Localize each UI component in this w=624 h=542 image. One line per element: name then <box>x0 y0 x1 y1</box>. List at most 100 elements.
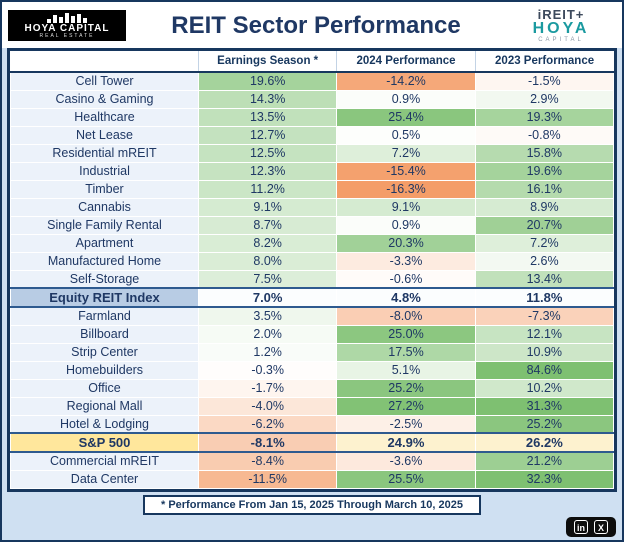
value-cell: 25.2% <box>474 414 615 434</box>
sector-cell: Industrial <box>10 161 199 181</box>
value-cell: 10.9% <box>474 342 615 362</box>
table-row: Strip Center 1.2% 17.5% 10.9% <box>10 342 615 362</box>
hoya-capital-logo-text: HOYA CAPITAL <box>24 22 110 34</box>
value-cell: 12.7% <box>197 125 338 145</box>
sector-cell: Cell Tower <box>10 71 199 91</box>
sector-cell: Commercial mREIT <box>10 451 199 471</box>
value-cell: 8.7% <box>197 215 338 235</box>
value-cell: 32.3% <box>474 469 615 489</box>
ireit-hoya-logo: iREIT+ HOYA CAPITAL <box>506 8 616 43</box>
table-row: Industrial 12.3% -15.4% 19.6% <box>10 161 615 181</box>
page-title: REIT Sector Performance <box>171 11 461 39</box>
table-row: Farmland 3.5% -8.0% -7.3% <box>10 306 615 326</box>
value-cell: 20.7% <box>474 215 615 235</box>
value-cell: -15.4% <box>336 161 476 181</box>
value-cell: 19.6% <box>474 161 615 181</box>
ireit-logo-text: iREIT+ <box>537 7 585 22</box>
header: HOYA CAPITAL REAL ESTATE REIT Sector Per… <box>2 2 622 48</box>
value-cell: 27.2% <box>336 396 476 416</box>
value-cell: 12.3% <box>197 161 338 181</box>
value-cell: 8.2% <box>197 233 338 253</box>
sector-cell: Net Lease <box>10 125 199 145</box>
performance-2024-column-header: 2024 Performance <box>336 51 476 73</box>
x-twitter-icon[interactable]: X <box>594 520 608 534</box>
value-cell: 19.3% <box>474 107 615 127</box>
value-cell: -6.2% <box>197 414 338 434</box>
value-cell: 0.9% <box>336 215 476 235</box>
value-cell: 20.3% <box>336 233 476 253</box>
value-cell: 7.2% <box>336 143 476 163</box>
value-cell: 9.1% <box>197 197 338 217</box>
value-cell: 7.2% <box>474 233 615 253</box>
table-row: Timber 11.2% -16.3% 16.1% <box>10 179 615 199</box>
value-cell: -7.3% <box>474 306 615 326</box>
hoya-capital-logo: HOYA CAPITAL REAL ESTATE <box>8 9 126 42</box>
value-cell: 2.0% <box>197 324 338 344</box>
table-row: Data Center -11.5% 25.5% 32.3% <box>10 469 615 489</box>
value-cell: 15.8% <box>474 143 615 163</box>
hoya-capital-logo-subtext: REAL ESTATE <box>39 33 95 40</box>
sector-cell: S&P 500 <box>10 432 199 453</box>
value-cell: 5.1% <box>336 360 476 380</box>
value-cell: 12.1% <box>474 324 615 344</box>
table-row: Office -1.7% 25.2% 10.2% <box>10 378 615 398</box>
value-cell: 24.9% <box>336 432 476 453</box>
value-cell: 13.5% <box>197 107 338 127</box>
value-cell: -14.2% <box>336 71 476 91</box>
value-cell: 11.2% <box>197 179 338 199</box>
value-cell: -4.0% <box>197 396 338 416</box>
value-cell: 9.1% <box>336 197 476 217</box>
value-cell: -0.8% <box>474 125 615 145</box>
value-cell: 14.3% <box>197 89 338 109</box>
value-cell: -2.5% <box>336 414 476 434</box>
value-cell: 7.5% <box>197 269 338 289</box>
table-row: Commercial mREIT -8.4% -3.6% 21.2% <box>10 451 615 471</box>
sector-cell: Cannabis <box>10 197 199 217</box>
value-cell: 21.2% <box>474 451 615 471</box>
value-cell: -8.1% <box>197 432 338 453</box>
value-cell: 8.9% <box>474 197 615 217</box>
table-row: Billboard 2.0% 25.0% 12.1% <box>10 324 615 344</box>
value-cell: 4.8% <box>336 287 476 308</box>
skyline-icon <box>10 12 124 23</box>
sector-cell: Self-Storage <box>10 269 199 289</box>
performance-table-frame: Earnings Season * 2024 Performance 2023 … <box>7 48 617 492</box>
sector-cell: Farmland <box>10 306 199 326</box>
linkedin-icon[interactable]: in <box>574 520 588 534</box>
capital-logo-text: CAPITAL <box>538 37 584 43</box>
sector-cell: Casino & Gaming <box>10 89 199 109</box>
table-row: Regional Mall -4.0% 27.2% 31.3% <box>10 396 615 416</box>
sector-cell: Residential mREIT <box>10 143 199 163</box>
value-cell: -8.0% <box>336 306 476 326</box>
performance-table: Earnings Season * 2024 Performance 2023 … <box>10 51 615 489</box>
value-cell: 84.6% <box>474 360 615 380</box>
footnote: * Performance From Jan 15, 2025 Through … <box>142 494 481 515</box>
value-cell: 13.4% <box>474 269 615 289</box>
table-row: Single Family Rental 8.7% 0.9% 20.7% <box>10 215 615 235</box>
value-cell: 11.8% <box>474 287 615 308</box>
column-header-row: Earnings Season * 2024 Performance 2023 … <box>10 51 614 73</box>
table-row: Casino & Gaming 14.3% 0.9% 2.9% <box>10 89 615 109</box>
value-cell: 10.2% <box>474 378 615 398</box>
footnote-band: * Performance From Jan 15, 2025 Through … <box>2 492 622 515</box>
value-cell: -3.3% <box>336 251 476 271</box>
value-cell: -1.7% <box>197 378 338 398</box>
index-row: Equity REIT Index 7.0% 4.8% 11.8% <box>10 287 615 308</box>
table-row: Cell Tower 19.6% -14.2% -1.5% <box>10 71 615 91</box>
table-row: Net Lease 12.7% 0.5% -0.8% <box>10 125 615 145</box>
value-cell: 17.5% <box>336 342 476 362</box>
sector-cell: Office <box>10 378 199 398</box>
value-cell: -0.3% <box>197 360 338 380</box>
sector-cell: Regional Mall <box>10 396 199 416</box>
table-row: Healthcare 13.5% 25.4% 19.3% <box>10 107 615 127</box>
value-cell: -11.5% <box>197 469 338 489</box>
sector-cell: Apartment <box>10 233 199 253</box>
sector-cell: Billboard <box>10 324 199 344</box>
sector-cell: Homebuilders <box>10 360 199 380</box>
value-cell: 0.9% <box>336 89 476 109</box>
sector-cell: Strip Center <box>10 342 199 362</box>
value-cell: 8.0% <box>197 251 338 271</box>
value-cell: 25.5% <box>336 469 476 489</box>
value-cell: -16.3% <box>336 179 476 199</box>
